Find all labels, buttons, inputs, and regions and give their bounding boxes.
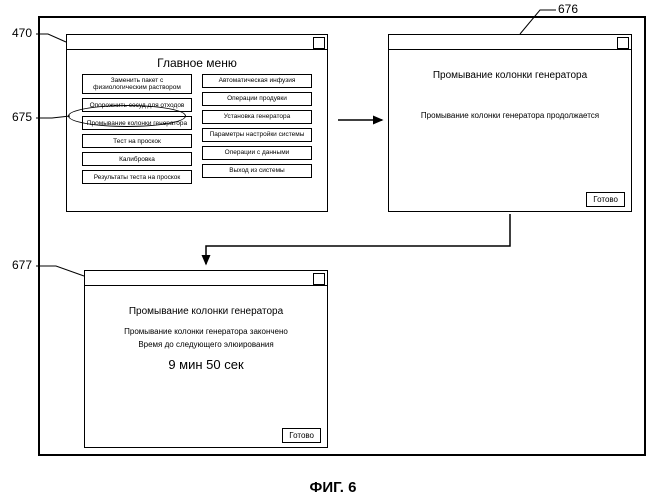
callout-676: 676 <box>558 2 578 16</box>
in-progress-line: Промывание колонки генератора продолжает… <box>421 111 599 120</box>
done-line2: Время до следующего элюирования <box>138 340 273 349</box>
menu-col-left: Заменить пакет с физиологическим раствор… <box>82 74 192 184</box>
menu-columns: Заменить пакет с физиологическим раствор… <box>75 74 319 184</box>
done-title: Промывание колонки генератора <box>129 306 283 317</box>
window-done: Промывание колонки генератора Промывание… <box>84 270 328 448</box>
menu-item[interactable]: Выход из системы <box>202 164 312 178</box>
done-time: 9 мин 50 сек <box>168 357 243 372</box>
ready-button[interactable]: Готово <box>586 192 625 207</box>
menu-item[interactable]: Опорожнить сосуд для отходов <box>82 98 192 112</box>
menu-col-right: Автоматическая инфузия Операции продувки… <box>202 74 312 184</box>
window-main-menu: Главное меню Заменить пакет с физиологич… <box>66 34 328 212</box>
callout-677: 677 <box>12 258 32 272</box>
figure-caption: ФИГ. 6 <box>0 479 666 496</box>
menu-item[interactable]: Установка генератора <box>202 110 312 124</box>
menu-item[interactable]: Калибровка <box>82 152 192 166</box>
menu-item[interactable]: Автоматическая инфузия <box>202 74 312 88</box>
titlebar <box>85 271 327 286</box>
in-progress-body: Промывание колонки генератора Промывание… <box>389 50 631 211</box>
ready-button[interactable]: Готово <box>282 428 321 443</box>
menu-item[interactable]: Операции с данными <box>202 146 312 160</box>
window-in-progress: Промывание колонки генератора Промывание… <box>388 34 632 212</box>
callout-675: 675 <box>12 110 32 124</box>
menu-item[interactable]: Результаты теста на проскок <box>82 170 192 184</box>
callout-470: 470 <box>12 26 32 40</box>
main-menu-body: Главное меню Заменить пакет с физиологич… <box>67 50 327 190</box>
main-menu-title: Главное меню <box>157 56 237 70</box>
done-line1: Промывание колонки генератора закончено <box>124 327 288 336</box>
menu-item-highlighted[interactable]: Промывание колонки генератора <box>82 116 192 130</box>
menu-item[interactable]: Заменить пакет с физиологическим раствор… <box>82 74 192 94</box>
menu-item[interactable]: Операции продувки <box>202 92 312 106</box>
done-body: Промывание колонки генератора Промывание… <box>85 286 327 447</box>
titlebar <box>389 35 631 50</box>
in-progress-title: Промывание колонки генератора <box>433 70 587 81</box>
titlebar <box>67 35 327 50</box>
menu-item[interactable]: Тест на проскок <box>82 134 192 148</box>
menu-item[interactable]: Параметры настройки системы <box>202 128 312 142</box>
